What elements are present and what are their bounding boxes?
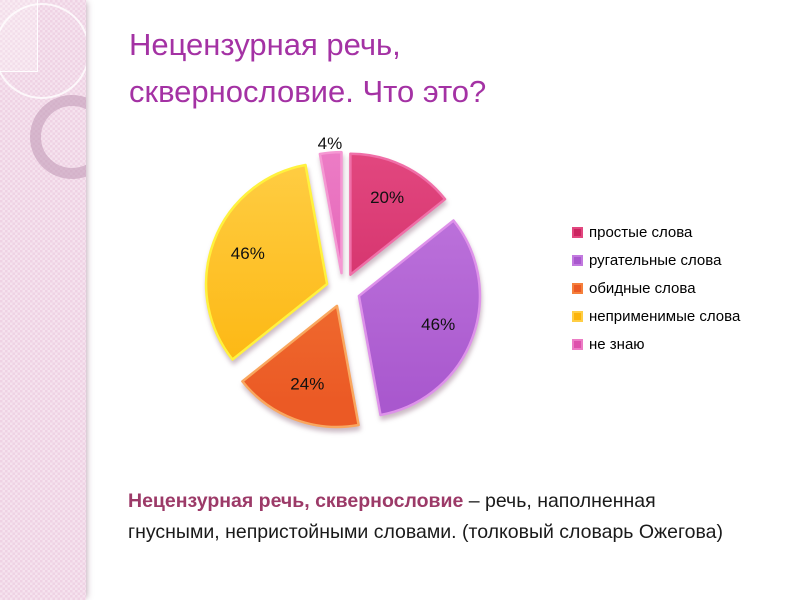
legend-swatch-icon [572, 255, 583, 266]
pie-label-4: 46% [231, 244, 265, 263]
legend-label: не знаю [589, 336, 645, 353]
legend-label: обидные слова [589, 280, 696, 297]
circle-decoration-icon [0, 3, 86, 99]
legend-item-4: неприменимые слова [572, 308, 740, 325]
legend-swatch-icon [572, 283, 583, 294]
ring-decoration-icon [30, 95, 86, 179]
pie-slice-4 [204, 163, 329, 361]
pie-slice-5 [318, 150, 343, 275]
pie-chart: 20% 46% 24% 46% 4% [204, 134, 482, 429]
chart-legend: простые слова ругательные слова обидные сл… [572, 224, 740, 364]
definition-rest: – речь, наполненная гнусными, непристойн… [128, 490, 723, 544]
legend-label: ругательные слова [589, 252, 722, 269]
legend-item-1: простые слова [572, 224, 740, 241]
legend-label: простые слова [589, 224, 693, 241]
legend-swatch-icon [572, 227, 583, 238]
slide-title: Нецензурная речь, сквернословие. Что это… [129, 27, 487, 109]
legend-item-5: не знаю [572, 336, 740, 353]
pie-slice-1 [349, 152, 447, 276]
legend-label: неприменимые слова [589, 308, 741, 325]
pie-label-5: 4% [318, 134, 343, 153]
definition-text: Нецензурная речь, сквернословие – речь, … [128, 486, 800, 548]
legend-swatch-icon [572, 339, 583, 350]
legend-item-2: ругательные слова [572, 252, 740, 269]
pie-slice-3 [241, 304, 360, 429]
legend-item-3: обидные слова [572, 280, 740, 297]
legend-swatch-icon [572, 311, 583, 322]
pie-label-2: 46% [421, 315, 455, 334]
pie-slice-2 [357, 219, 482, 417]
sidebar-decoration [0, 0, 86, 600]
pie-label-1: 20% [370, 188, 404, 207]
definition-term: Нецензурная речь, сквернословие [128, 490, 464, 512]
pie-label-3: 24% [290, 375, 324, 394]
